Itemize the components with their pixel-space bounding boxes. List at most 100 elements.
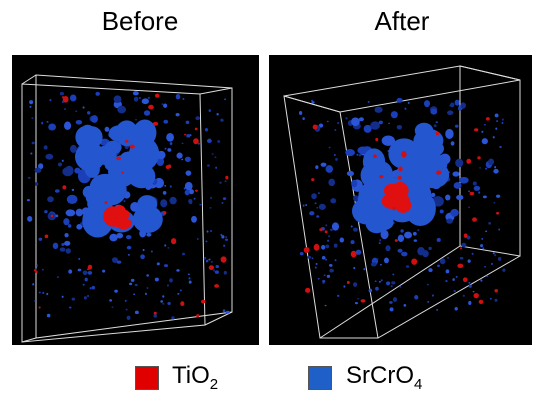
particle (468, 190, 471, 193)
particle (124, 139, 129, 143)
particle (121, 171, 124, 174)
particle (324, 304, 327, 307)
particle (154, 277, 159, 282)
particle (33, 300, 36, 302)
particle (497, 257, 502, 261)
particle (321, 256, 326, 260)
particle (488, 222, 492, 225)
particle (368, 288, 373, 293)
particle (319, 228, 323, 231)
particle (130, 278, 135, 282)
particle (183, 187, 186, 190)
particle (225, 175, 229, 180)
particle (144, 292, 147, 296)
particle (69, 306, 72, 309)
particle (208, 258, 211, 261)
particle (185, 120, 190, 124)
particle (311, 99, 314, 102)
particle (133, 293, 136, 296)
particle (82, 283, 85, 286)
particle (311, 257, 314, 259)
particle (392, 206, 396, 211)
particle (469, 191, 475, 196)
particle (223, 270, 227, 275)
particle (378, 242, 381, 245)
particle (49, 99, 52, 102)
particle (315, 165, 319, 170)
particle (188, 280, 192, 284)
particle (399, 285, 402, 288)
particle (417, 229, 420, 232)
particle (205, 128, 208, 132)
particle (75, 126, 96, 149)
particle (154, 93, 160, 98)
particle (216, 113, 219, 116)
particle (439, 209, 444, 214)
wireframe-before (21, 74, 233, 343)
particle (413, 239, 418, 242)
particle (91, 285, 96, 290)
particle (492, 136, 495, 139)
particle (318, 203, 326, 210)
particle (86, 268, 90, 271)
particle (34, 269, 37, 272)
particle (363, 124, 372, 133)
particle (468, 284, 472, 288)
particle (195, 189, 198, 192)
particle (129, 144, 135, 149)
particle (459, 247, 463, 250)
particle (225, 236, 228, 239)
particle (380, 229, 389, 240)
particle (177, 292, 180, 295)
particle (328, 235, 331, 238)
particle (427, 301, 430, 303)
particle (456, 194, 464, 201)
particle (499, 145, 502, 149)
particle (163, 103, 168, 108)
particle (363, 268, 366, 271)
particle (337, 294, 340, 297)
particle (468, 281, 471, 284)
particle (176, 269, 180, 272)
particle (35, 182, 39, 186)
particle (334, 259, 337, 262)
particle (87, 111, 91, 115)
particle (132, 91, 139, 96)
particle (446, 218, 453, 224)
particle (59, 91, 64, 96)
particle (109, 299, 113, 302)
legend-sub: 4 (414, 375, 423, 393)
particle (134, 310, 139, 315)
particle (431, 294, 434, 297)
particle (404, 107, 407, 110)
particle (116, 260, 122, 264)
particle (208, 265, 215, 271)
particle (439, 258, 446, 265)
particle (318, 123, 324, 128)
particle (454, 307, 458, 311)
particle (488, 158, 495, 166)
particle (325, 258, 328, 261)
particle (436, 238, 441, 242)
particle (193, 197, 196, 200)
particle (493, 201, 496, 204)
particle (29, 100, 34, 105)
particle (66, 194, 78, 205)
particle (307, 255, 312, 259)
particle (462, 294, 465, 297)
particle (191, 215, 197, 223)
particle (455, 158, 464, 168)
particle (131, 154, 144, 167)
legend-swatch (135, 366, 159, 390)
particle (189, 134, 192, 136)
particle (314, 266, 317, 269)
particle (454, 124, 459, 128)
particle (62, 185, 67, 190)
particle (27, 176, 31, 179)
particle (222, 197, 227, 200)
particle (299, 252, 304, 256)
particle (471, 252, 474, 255)
particle (392, 297, 398, 302)
particle (412, 231, 417, 236)
particle (160, 199, 168, 208)
